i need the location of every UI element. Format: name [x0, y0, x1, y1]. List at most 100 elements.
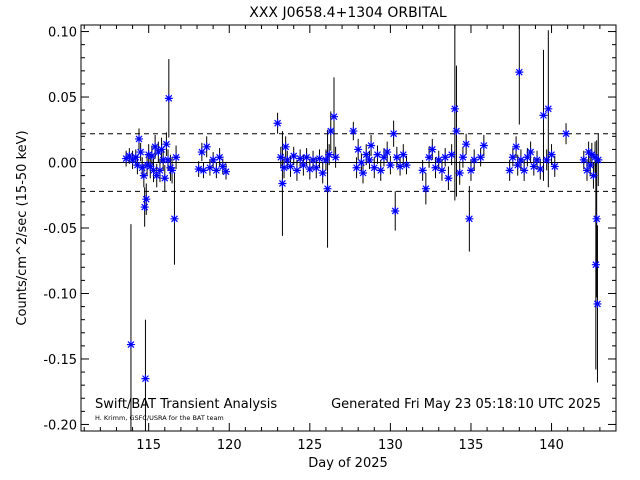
data-point	[505, 166, 514, 175]
data-point	[365, 155, 374, 164]
data-point	[144, 150, 153, 159]
data-point	[352, 163, 361, 172]
data-point	[312, 163, 321, 172]
data-point	[157, 145, 166, 154]
data-point	[299, 161, 308, 170]
data-point	[379, 153, 388, 162]
data-point	[329, 112, 338, 121]
data-point	[562, 129, 571, 138]
data-point	[431, 163, 440, 172]
data-point	[362, 150, 371, 159]
data-point	[357, 158, 366, 167]
data-point	[591, 260, 600, 269]
data-point	[289, 151, 298, 160]
data-point	[550, 162, 559, 171]
data-point	[142, 195, 151, 204]
chart-title: XXX J0658.4+1304 ORBITAL	[249, 5, 447, 21]
data-point	[194, 165, 203, 174]
y-tick-label: -0.05	[43, 222, 77, 237]
data-point	[315, 154, 324, 163]
data-point	[421, 184, 430, 193]
data-point	[516, 155, 525, 164]
data-point	[594, 155, 603, 164]
plot-frame	[80, 24, 617, 432]
x-tick-label: 125	[297, 438, 322, 453]
data-point	[447, 150, 456, 159]
data-point	[172, 153, 181, 162]
y-axis-label: Counts/cm^2/sec (15-50 keV)	[15, 130, 30, 325]
data-point	[450, 104, 459, 113]
data-point	[162, 140, 171, 149]
data-point	[149, 166, 158, 175]
data-point	[370, 163, 379, 172]
data-point	[280, 163, 289, 172]
data-point	[383, 148, 392, 157]
data-point	[147, 151, 156, 160]
y-tick-label: -0.10	[43, 287, 77, 302]
data-point	[278, 179, 287, 188]
data-point	[533, 155, 542, 164]
data-point	[462, 140, 471, 149]
data-point	[536, 165, 545, 174]
data-point	[458, 153, 467, 162]
data-point	[373, 150, 382, 159]
data-point	[276, 153, 285, 162]
data-point	[592, 214, 601, 223]
data-point	[425, 153, 434, 162]
data-point	[349, 127, 358, 136]
data-point	[586, 161, 595, 170]
data-point	[512, 142, 521, 151]
data-point	[135, 134, 144, 143]
data-point	[318, 168, 327, 177]
data-point	[579, 155, 588, 164]
data-point	[281, 142, 290, 151]
data-point	[296, 154, 305, 163]
data-point	[166, 163, 175, 172]
data-point	[515, 68, 524, 77]
data-point	[529, 162, 538, 171]
data-point	[215, 153, 224, 162]
data-point	[391, 206, 400, 215]
data-point	[593, 299, 602, 308]
y-tick-label: 0.05	[48, 91, 77, 106]
data-point	[437, 166, 446, 175]
data-point	[526, 148, 535, 157]
data-point	[354, 145, 363, 154]
data-point	[159, 155, 168, 164]
x-tick-label: 140	[539, 438, 564, 453]
data-point	[125, 151, 134, 160]
data-point	[444, 174, 453, 183]
data-point	[523, 153, 532, 162]
plot-area: 115 120 125 130 135 140 -0.20 -0.15 -0.10 -0.05 0.…	[43, 24, 617, 453]
data-point	[170, 214, 179, 223]
data-point	[465, 214, 474, 223]
data-point	[470, 155, 479, 164]
data-point	[141, 374, 150, 383]
data-point	[133, 161, 142, 170]
data-point	[131, 153, 140, 162]
data-point	[218, 162, 227, 171]
annotation-right: Generated Fri May 23 05:18:10 UTC 2025	[331, 397, 601, 412]
data-point	[305, 165, 314, 174]
data-point	[376, 166, 385, 175]
annotation-credit: H. Krimm, GSFC/USRA for the BAT team	[95, 414, 224, 422]
data-point	[520, 166, 529, 175]
data-point	[205, 163, 214, 172]
y-tick-label: -0.20	[43, 418, 77, 433]
data-point	[292, 166, 301, 175]
data-point	[542, 155, 551, 164]
data-point	[466, 166, 475, 175]
data-point	[441, 153, 450, 162]
data-point	[589, 171, 598, 180]
data-point	[168, 166, 177, 175]
data-point	[396, 162, 405, 171]
data-point	[140, 203, 149, 212]
data-point	[143, 161, 152, 170]
data-point	[202, 142, 211, 151]
data-point	[286, 162, 295, 171]
data-point	[325, 150, 334, 159]
data-point	[547, 150, 556, 159]
data-point	[126, 340, 135, 349]
y-tick-label: -0.15	[43, 353, 77, 368]
